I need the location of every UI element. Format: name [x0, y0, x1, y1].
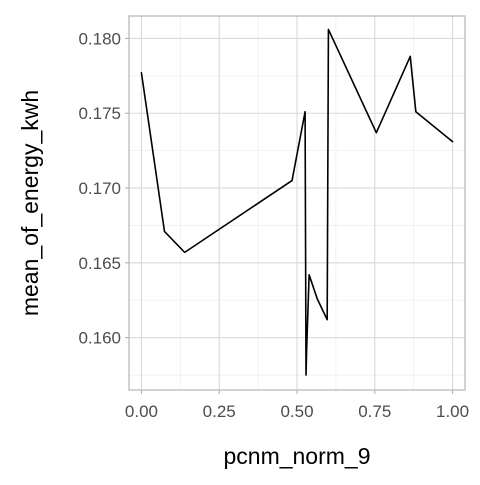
x-tick-label: 0.75	[358, 402, 391, 421]
y-tick-label: 0.160	[78, 329, 121, 348]
series-line	[140, 28, 454, 376]
x-tick-label: 0.50	[280, 402, 313, 421]
grid-major	[129, 16, 465, 390]
y-tick-label: 0.170	[78, 179, 121, 198]
y-tick-label: 0.165	[78, 254, 121, 273]
x-axis: 0.00 0.25 0.50 0.75 1.00	[125, 390, 469, 421]
series-layer	[140, 28, 454, 376]
x-axis-title: pcnm_norm_9	[223, 443, 370, 469]
y-axis-title: mean_of_energy_kwh	[17, 90, 43, 316]
y-tick-label: 0.175	[78, 104, 121, 123]
y-tick-label: 0.180	[78, 29, 121, 48]
x-tick-label: 0.25	[203, 402, 236, 421]
x-tick-label: 0.00	[125, 402, 158, 421]
y-axis: 0.160 0.165 0.170 0.175 0.180	[78, 29, 129, 348]
x-tick-label: 1.00	[436, 402, 469, 421]
